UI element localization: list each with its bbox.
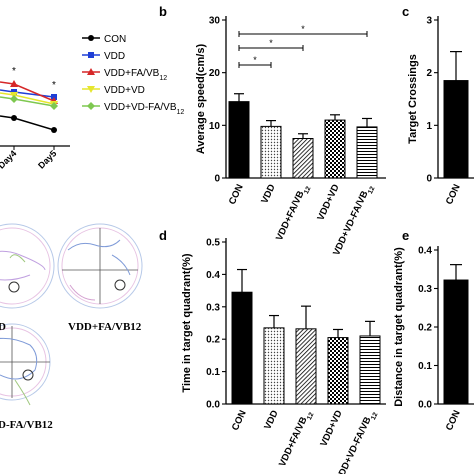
bar-chart-e: 0.0 0.1 0.2 0.3 0.4 Distance in target quadra… xyxy=(393,246,474,433)
y-tick-label: 0.0 xyxy=(418,400,432,411)
panel-label-d: d xyxy=(159,228,167,243)
x-tick-label: CON xyxy=(444,409,463,433)
y-tick-label: 2 xyxy=(426,68,432,79)
significance-star: * xyxy=(52,80,56,91)
legend-marker xyxy=(87,102,95,110)
x-tick-label: Day5 xyxy=(36,148,58,170)
swim-path-3 xyxy=(0,323,51,406)
bar-vdd-vd xyxy=(324,119,346,179)
y-tick-label: 0.2 xyxy=(206,335,220,346)
bar-chart-d: 0.0 0.1 0.2 0.3 0.4 0.5 Time in target quadran… xyxy=(181,238,386,474)
x-tick-label: VDD xyxy=(259,182,278,205)
bar-chart-b: 0 10 20 30 Average speed(cm/s) CON VDDVDD+FA/V… xyxy=(195,16,386,257)
series-marker xyxy=(50,102,58,110)
bar-chart-c: 0 1 2 3 Target Crossings CON xyxy=(407,16,474,207)
y-tick-label: 20 xyxy=(209,68,221,79)
y-tick-label: 0.5 xyxy=(206,238,220,249)
legend-label: VDD+VD xyxy=(104,85,145,96)
significance-star: * xyxy=(253,55,257,65)
y-tick-label: 0 xyxy=(214,174,220,185)
y-tick-label: 0.1 xyxy=(206,367,220,378)
series-marker xyxy=(10,80,18,87)
x-tick-label: CON xyxy=(227,183,246,207)
series-marker xyxy=(11,115,17,121)
legend-label: VDD xyxy=(104,51,125,62)
legend-label: VDD+FA/VB12 xyxy=(104,68,167,82)
series-marker xyxy=(10,95,18,103)
significance-star: * xyxy=(269,38,273,48)
legend-marker xyxy=(87,68,95,75)
y-tick-label: 0.2 xyxy=(418,323,432,334)
x-tick-label: VDD+FA/VB12 xyxy=(277,408,315,469)
bar-vdd xyxy=(263,327,285,405)
line-chart-a: Day4 Day5 * * xyxy=(0,66,70,171)
x-tick-label: VDD+FA/VB12 xyxy=(274,182,312,243)
swim-label-2: VDD+FA/VB12 xyxy=(68,321,142,333)
y-axis-label: Time in target quadrant(%) xyxy=(181,253,193,392)
y-tick-label: 0.0 xyxy=(206,400,220,411)
series-line xyxy=(0,115,55,131)
swim-path-2 xyxy=(57,223,143,309)
series-marker xyxy=(51,127,57,133)
y-axis-label: Target Crossings xyxy=(407,54,419,144)
legend-marker xyxy=(88,35,94,41)
panel-label-b: b xyxy=(159,4,167,19)
legend-marker xyxy=(88,52,94,58)
y-tick-label: 10 xyxy=(209,121,221,132)
swim-label-3: D-FA/VB12 xyxy=(0,419,53,431)
panel-label-c: c xyxy=(402,4,409,19)
y-tick-label: 0.4 xyxy=(418,246,432,257)
bar-vdd-fa-vb12 xyxy=(295,328,317,405)
panel-label-e: e xyxy=(402,228,409,243)
y-tick-label: 0.1 xyxy=(418,361,432,372)
swim-path-1 xyxy=(0,223,55,309)
bar-vdd-vd-fa-vb12 xyxy=(356,126,378,179)
y-tick-label: 1 xyxy=(426,121,432,132)
y-tick-label: 30 xyxy=(209,16,221,27)
bar-con xyxy=(443,279,469,405)
x-tick-label: VDD+VD xyxy=(315,183,341,223)
bar-con xyxy=(443,80,469,179)
swim-path-thumbnails: D VDD+FA/VB12 D-FA/VB12 xyxy=(0,223,143,431)
y-axis-label: Average speed(cm/s) xyxy=(195,44,207,155)
y-tick-label: 0.4 xyxy=(206,270,220,281)
x-tick-label: CON xyxy=(444,183,463,207)
legend-a: CON VDD VDD+FA/VB12 VDD+VD VDD+VD-FA/VB12 xyxy=(82,34,184,116)
y-tick-label: 0 xyxy=(426,174,432,185)
legend-label: VDD+VD-FA/VB12 xyxy=(104,102,184,116)
y-tick-label: 3 xyxy=(426,16,432,27)
bar-vdd xyxy=(260,125,282,179)
x-tick-label: VDD+VD xyxy=(318,409,344,449)
bar-vdd-vd-fa-vb12 xyxy=(359,335,381,405)
swim-label-1: D xyxy=(0,321,6,333)
legend-marker xyxy=(87,86,95,93)
bar-con xyxy=(231,291,253,405)
bar-con xyxy=(228,101,250,179)
x-tick-label: VDD xyxy=(262,408,281,431)
y-axis-label: Distance in target quadrant(%) xyxy=(393,247,405,407)
bar-vdd-vd xyxy=(327,337,349,405)
significance-star: * xyxy=(301,24,305,34)
y-tick-label: 0.3 xyxy=(206,302,220,313)
x-tick-label: CON xyxy=(230,409,249,433)
x-tick-label: Day4 xyxy=(0,148,18,170)
bar-vdd-fa-vb12 xyxy=(292,138,314,179)
y-tick-label: 0.3 xyxy=(418,284,432,295)
legend-label: CON xyxy=(104,34,126,45)
significance-star: * xyxy=(12,66,16,77)
